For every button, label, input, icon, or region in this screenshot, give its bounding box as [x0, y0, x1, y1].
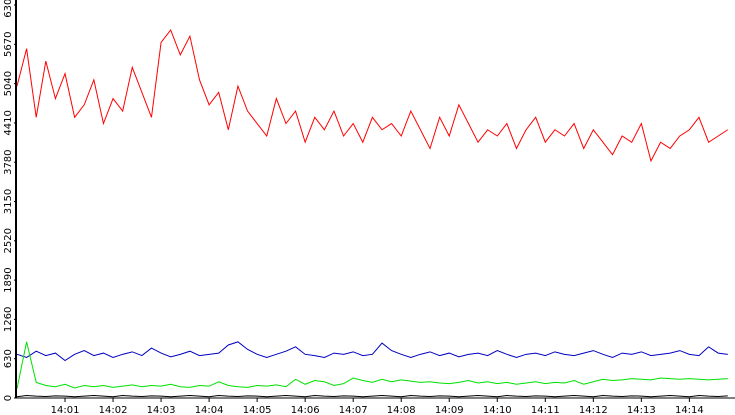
y-tick-label: 2520 [3, 228, 14, 253]
x-tick-label: 14:09 [435, 405, 464, 415]
x-tick-label: 14:01 [51, 405, 80, 415]
x-tick-label: 14:14 [675, 405, 704, 415]
y-tick-label: 3150 [3, 189, 14, 214]
x-tick-label: 14:07 [339, 405, 368, 415]
y-tick-label: 5040 [3, 71, 14, 96]
x-tick-label: 14:06 [291, 405, 320, 415]
x-tick-label: 14:05 [243, 405, 272, 415]
x-tick-label: 14:02 [99, 405, 128, 415]
y-tick-label: 1890 [3, 267, 14, 292]
series-line [16, 341, 728, 389]
series-line [16, 341, 728, 362]
x-tick-label: 14:10 [483, 405, 512, 415]
y-tick-label: 3780 [3, 149, 14, 174]
x-tick-label: 14:03 [147, 405, 176, 415]
y-tick-label: 5670 [3, 32, 14, 57]
y-tick-label: 630 [3, 349, 14, 368]
x-tick-label: 14:12 [579, 405, 608, 415]
y-tick-label: 1260 [3, 307, 14, 332]
series-line [16, 28, 729, 163]
y-tick-label: 4410 [3, 110, 14, 135]
x-tick-label: 14:08 [387, 405, 416, 415]
y-tick-label: 6300 [3, 0, 14, 18]
x-tick-label: 14:04 [195, 405, 224, 415]
y-tick-label: 0 [3, 395, 14, 401]
x-tick-label: 14:11 [531, 405, 560, 415]
series-line [16, 395, 728, 398]
x-tick-label: 14:13 [627, 405, 656, 415]
